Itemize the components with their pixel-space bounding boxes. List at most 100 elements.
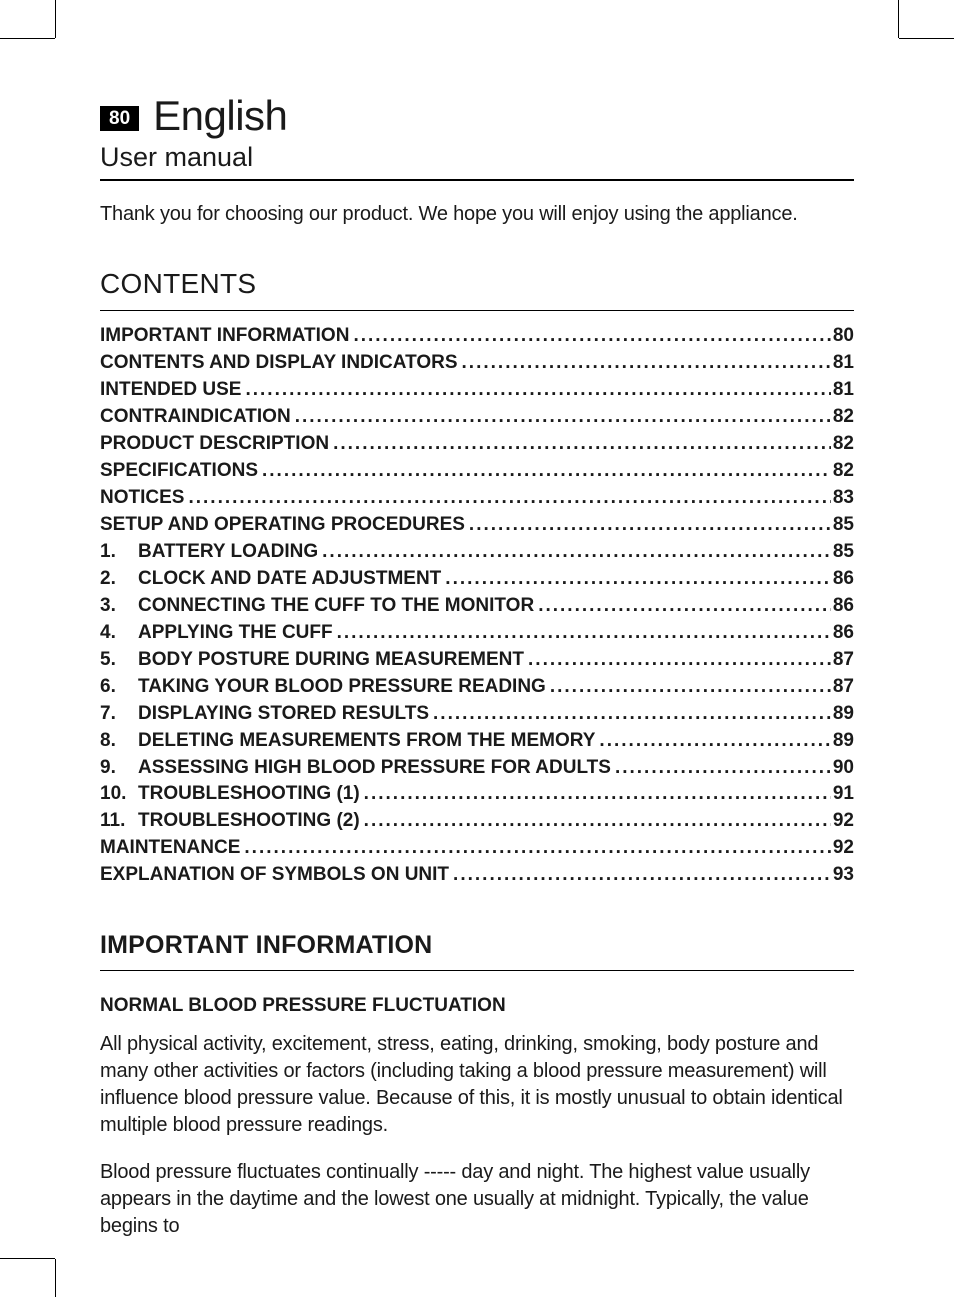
toc-label: CONNECTING THE CUFF TO THE MONITOR [138, 593, 534, 620]
toc-number: 2. [100, 566, 138, 593]
contents-rule [100, 310, 854, 311]
toc-label: TROUBLESHOOTING (2) [138, 808, 360, 835]
toc-row: 9.ASSESSING HIGH BLOOD PRESSURE FOR ADUL… [100, 755, 854, 782]
toc-number: 5. [100, 647, 138, 674]
page-number-badge: 80 [100, 106, 139, 131]
toc-leader-dots [262, 458, 831, 485]
toc-row: 3.CONNECTING THE CUFF TO THE MONITOR 86 [100, 593, 854, 620]
toc-row: INTENDED USE81 [100, 377, 854, 404]
toc-number: 10. [100, 781, 138, 808]
toc-page-number: 89 [831, 701, 854, 728]
toc-row: MAINTENANCE92 [100, 835, 854, 862]
toc-page-number: 82 [831, 458, 854, 485]
toc-label: EXPLANATION OF SYMBOLS ON UNIT [100, 862, 449, 889]
body-paragraph: All physical activity, excitement, stres… [100, 1031, 854, 1139]
toc-leader-dots [453, 862, 831, 889]
toc-page-number: 90 [831, 755, 854, 782]
toc-label: CLOCK AND DATE ADJUSTMENT [138, 566, 441, 593]
toc-page-number: 85 [831, 512, 854, 539]
toc-leader-dots [538, 593, 831, 620]
toc-row: SETUP AND OPERATING PROCEDURES 85 [100, 512, 854, 539]
toc-page-number: 82 [831, 404, 854, 431]
crop-mark [0, 1258, 55, 1259]
toc-label: CONTENTS AND DISPLAY INDICATORS [100, 350, 458, 377]
toc-page-number: 86 [831, 566, 854, 593]
toc-number: 7. [100, 701, 138, 728]
toc-leader-dots [462, 350, 831, 377]
toc-number: 1. [100, 539, 138, 566]
toc-leader-dots [188, 485, 830, 512]
toc-leader-dots [244, 835, 830, 862]
toc-row: 1.BATTERY LOADING85 [100, 539, 854, 566]
toc-label: PRODUCT DESCRIPTION [100, 431, 329, 458]
intro-paragraph: Thank you for choosing our product. We h… [100, 203, 854, 226]
toc-page-number: 91 [831, 781, 854, 808]
toc-page-number: 80 [831, 323, 854, 350]
toc-leader-dots [322, 539, 831, 566]
section-subheading: NORMAL BLOOD PRESSURE FLUCTUATION [100, 995, 854, 1017]
toc-page-number: 93 [831, 862, 854, 889]
toc-page-number: 87 [831, 647, 854, 674]
crop-mark [899, 38, 954, 39]
toc-label: TROUBLESHOOTING (1) [138, 781, 360, 808]
toc-label: SETUP AND OPERATING PROCEDURES [100, 512, 465, 539]
toc-page-number: 83 [831, 485, 854, 512]
toc-row: CONTENTS AND DISPLAY INDICATORS 81 [100, 350, 854, 377]
toc-number: 4. [100, 620, 138, 647]
toc-page-number: 86 [831, 620, 854, 647]
toc-leader-dots [469, 512, 831, 539]
toc-leader-dots [337, 620, 831, 647]
toc-number: 6. [100, 674, 138, 701]
toc-label: ASSESSING HIGH BLOOD PRESSURE FOR ADULTS [138, 755, 611, 782]
toc-label: NOTICES [100, 485, 184, 512]
toc-label: MAINTENANCE [100, 835, 240, 862]
section-heading: IMPORTANT INFORMATION [100, 931, 854, 960]
toc-label: DISPLAYING STORED RESULTS [138, 701, 429, 728]
toc-label: BATTERY LOADING [138, 539, 318, 566]
toc-leader-dots [245, 377, 830, 404]
toc-page-number: 81 [831, 350, 854, 377]
toc-page-number: 82 [831, 431, 854, 458]
toc-label: SPECIFICATIONS [100, 458, 258, 485]
toc-leader-dots [550, 674, 831, 701]
toc-leader-dots [333, 431, 831, 458]
toc-row: 5.BODY POSTURE DURING MEASUREMENT87 [100, 647, 854, 674]
contents-heading: CONTENTS [100, 268, 854, 300]
toc-row: 7.DISPLAYING STORED RESULTS 89 [100, 701, 854, 728]
toc-row: 10.TROUBLESHOOTING (1) 91 [100, 781, 854, 808]
toc-number: 3. [100, 593, 138, 620]
toc-row: 6.TAKING YOUR BLOOD PRESSURE READING 87 [100, 674, 854, 701]
toc-row: PRODUCT DESCRIPTION 82 [100, 431, 854, 458]
toc-leader-dots [615, 755, 831, 782]
toc-number: 8. [100, 728, 138, 755]
toc-leader-dots [295, 404, 831, 431]
toc-row: IMPORTANT INFORMATION 80 [100, 323, 854, 350]
toc-label: APPLYING THE CUFF [138, 620, 333, 647]
toc-page-number: 89 [831, 728, 854, 755]
toc-leader-dots [599, 728, 830, 755]
toc-row: CONTRAINDICATION 82 [100, 404, 854, 431]
document-subtitle: User manual [100, 142, 854, 173]
toc-page-number: 92 [831, 808, 854, 835]
toc-row: 2.CLOCK AND DATE ADJUSTMENT 86 [100, 566, 854, 593]
toc-label: IMPORTANT INFORMATION [100, 323, 349, 350]
toc-page-number: 86 [831, 593, 854, 620]
toc-number: 11. [100, 808, 138, 835]
toc-leader-dots [353, 323, 830, 350]
toc-label: TAKING YOUR BLOOD PRESSURE READING [138, 674, 546, 701]
toc-label: DELETING MEASUREMENTS FROM THE MEMORY [138, 728, 595, 755]
page-body: 80 English User manual Thank you for cho… [100, 92, 854, 1237]
toc-leader-dots [445, 566, 831, 593]
crop-mark [55, 1259, 56, 1297]
toc-row: 11.TROUBLESHOOTING (2) 92 [100, 808, 854, 835]
toc-page-number: 81 [831, 377, 854, 404]
page-header: 80 English [100, 92, 854, 140]
toc-row: SPECIFICATIONS 82 [100, 458, 854, 485]
toc-label: CONTRAINDICATION [100, 404, 291, 431]
crop-mark [0, 38, 55, 39]
toc-page-number: 87 [831, 674, 854, 701]
toc-row: EXPLANATION OF SYMBOLS ON UNIT 93 [100, 862, 854, 889]
body-paragraph: Blood pressure fluctuates continually --… [100, 1159, 854, 1240]
table-of-contents: IMPORTANT INFORMATION80CONTENTS AND DISP… [100, 323, 854, 889]
header-rule [100, 179, 854, 181]
